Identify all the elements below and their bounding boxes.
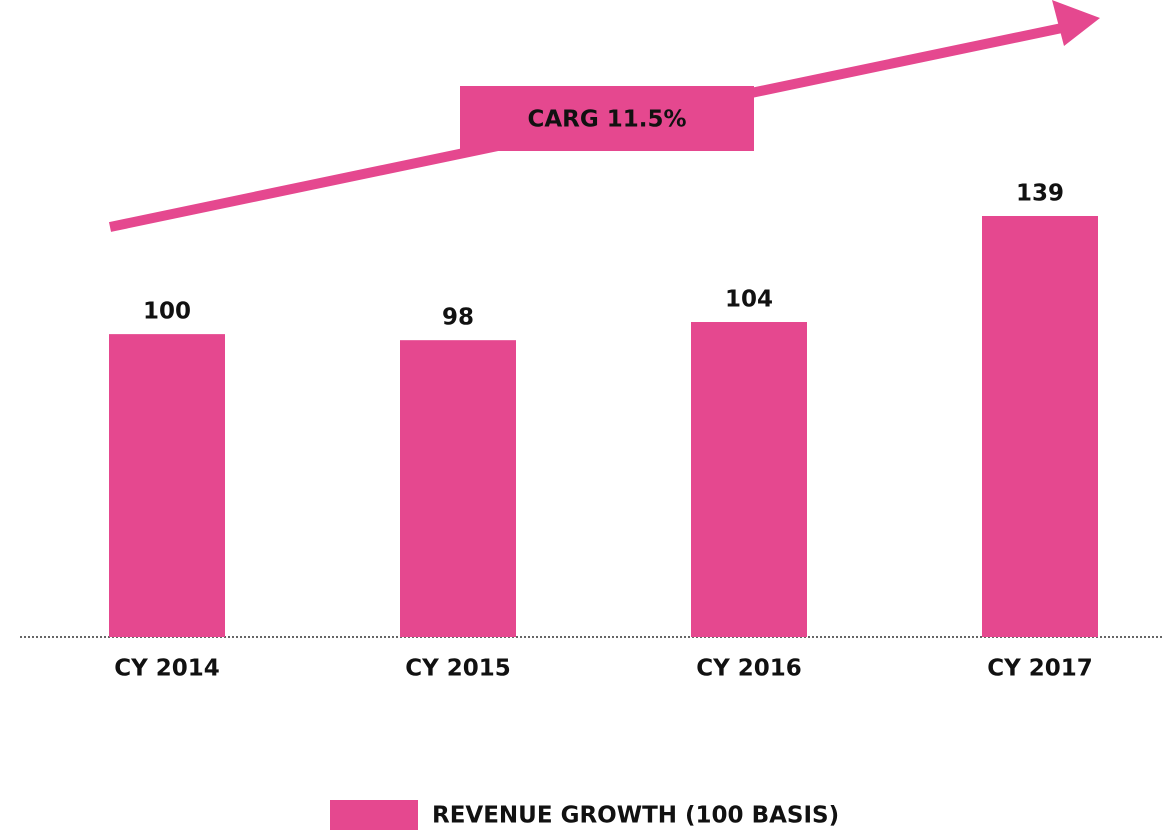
x-tick-label: CY 2017 [987, 656, 1093, 682]
bar [400, 340, 516, 637]
value-label: 139 [1016, 181, 1064, 207]
x-tick-label: CY 2015 [405, 656, 511, 682]
value-label: 100 [143, 299, 191, 325]
bar [982, 216, 1098, 637]
bar [109, 334, 225, 637]
annotation: CARG 11.5% [527, 107, 686, 133]
value-label: 104 [725, 287, 773, 313]
annotation-box [460, 86, 754, 151]
trend-arrow-head [1052, 0, 1100, 46]
x-tick-label: CY 2014 [114, 656, 220, 682]
legend-label: REVENUE GROWTH (100 BASIS) [432, 803, 839, 829]
bar [691, 322, 807, 637]
value-label: 98 [442, 305, 474, 331]
legend-swatch [330, 800, 418, 830]
x-tick-label: CY 2016 [696, 656, 802, 682]
